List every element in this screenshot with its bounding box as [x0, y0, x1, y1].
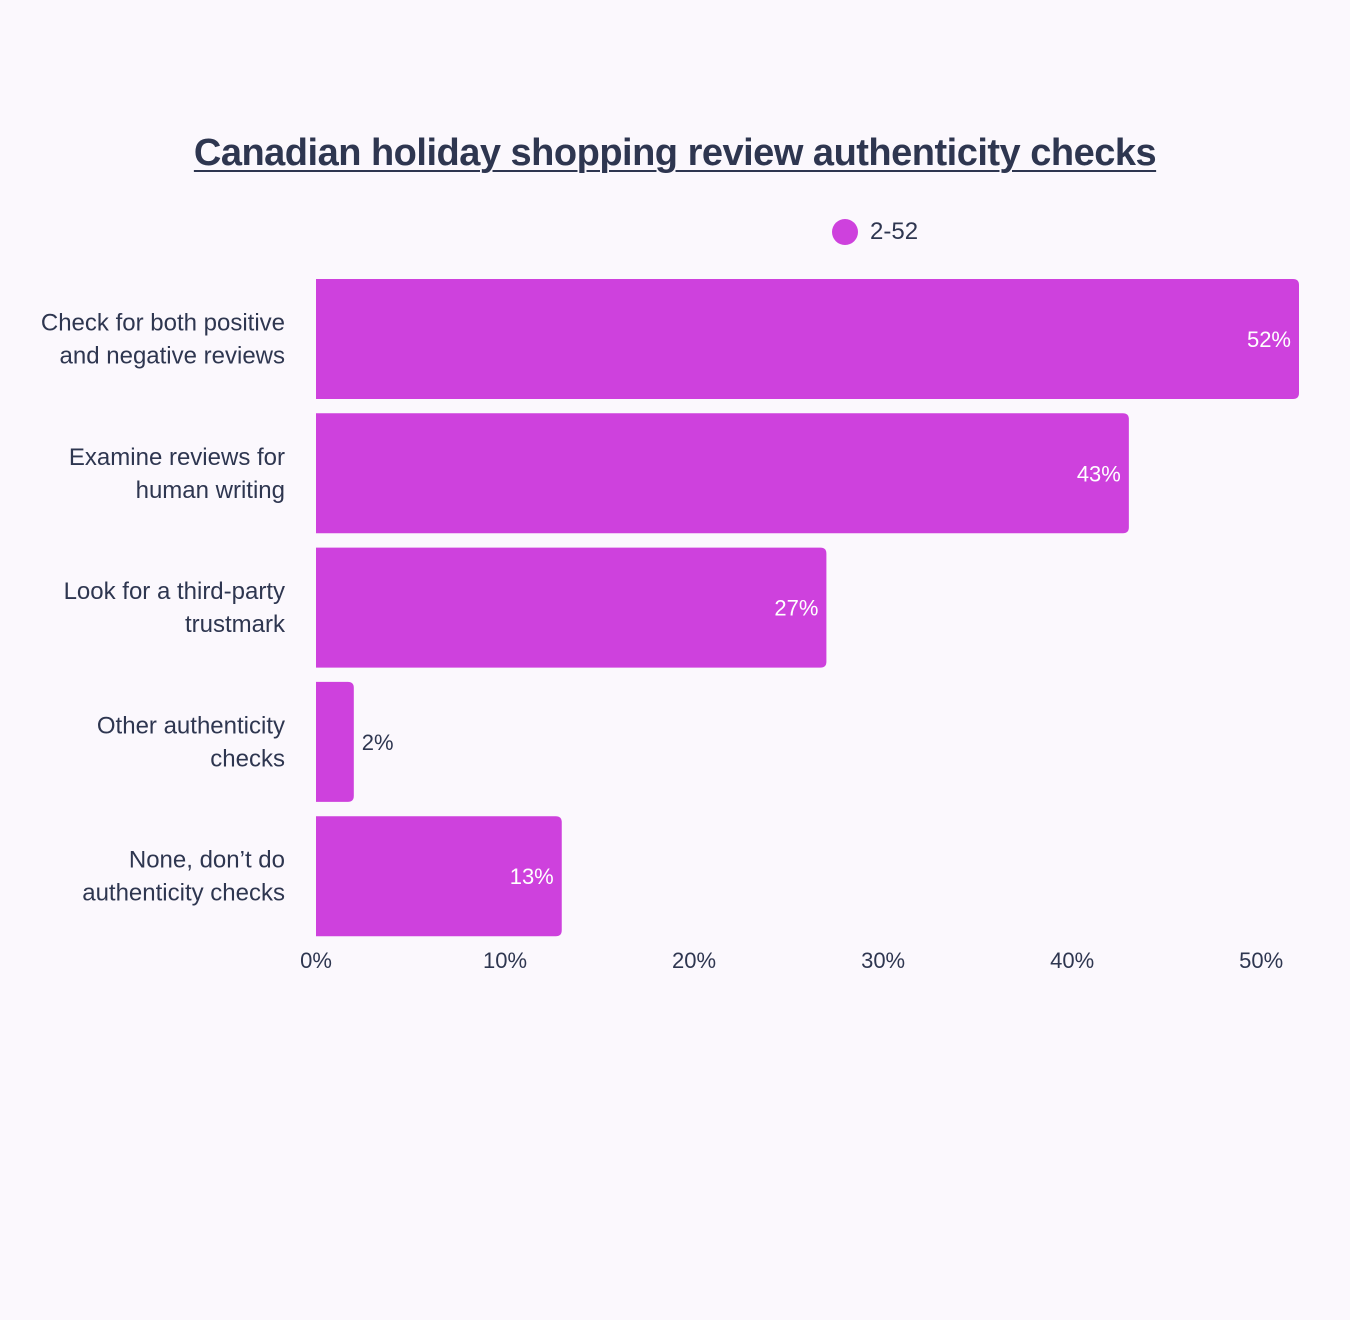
category-label-3-line-1: Look for a third-party	[64, 578, 285, 605]
category-label-4-line-2: checks	[210, 745, 285, 772]
x-tick-label-40: 40%	[1050, 948, 1094, 973]
legend-swatch	[832, 219, 858, 245]
data-label-4: 2%	[362, 730, 394, 755]
x-axis-ticks-group: 0% 10% 20% 30% 40% 50%	[300, 948, 1283, 973]
bar-5	[316, 816, 562, 937]
category-label-1-line-1: Check for both positive	[41, 310, 285, 337]
category-label-2-line-2: human writing	[136, 477, 285, 504]
category-label-5-line-1: None, don’t do	[129, 847, 285, 874]
category-label-2-line-1: Examine reviews for	[69, 444, 285, 471]
data-label-1: 52%	[1247, 327, 1291, 352]
category-label-3-line-2: trustmark	[185, 611, 286, 638]
chart-title: Canadian holiday shopping review authent…	[193, 132, 1157, 174]
category-label-4-line-1: Other authenticity	[97, 712, 285, 739]
x-tick-label-50: 50%	[1239, 948, 1283, 973]
bar-2	[316, 413, 1129, 534]
bar-4	[316, 681, 354, 802]
bar-1	[316, 279, 1299, 399]
bars-group: 52% 43% 27% 2% 13%	[316, 279, 1299, 937]
x-tick-label-0: 0%	[300, 948, 332, 973]
data-label-5: 13%	[510, 864, 554, 889]
x-tick-label-20: 20%	[672, 948, 716, 973]
x-tick-label-10: 10%	[483, 948, 527, 973]
category-label-5-line-2: authenticity checks	[82, 880, 285, 907]
legend: 2-52	[832, 216, 918, 248]
category-labels-group: Check for both positive and negative revi…	[41, 310, 286, 907]
bar-3	[316, 547, 827, 668]
x-tick-label-30: 30%	[861, 948, 905, 973]
legend-label: 2-52	[870, 218, 919, 245]
category-label-1-line-2: and negative reviews	[60, 343, 285, 370]
data-label-3: 27%	[774, 596, 818, 621]
data-label-2: 43%	[1077, 461, 1121, 486]
